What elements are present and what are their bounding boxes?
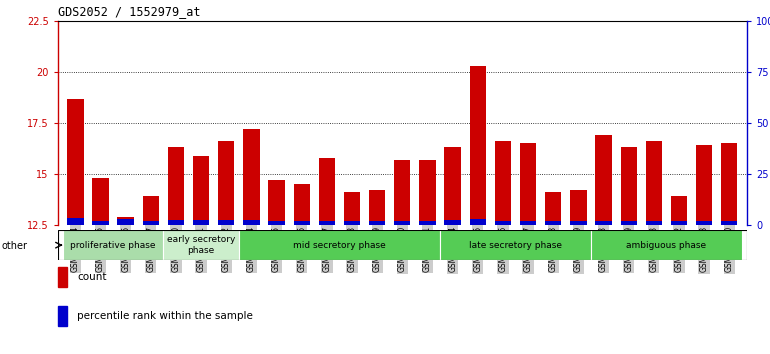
Bar (67, 218, 83, 225)
Text: ambiguous phase: ambiguous phase (626, 241, 707, 250)
Bar (444, 147, 460, 225)
Bar (595, 221, 611, 225)
Bar (142, 221, 159, 225)
Bar (218, 220, 234, 225)
Bar (621, 147, 637, 225)
Bar (495, 141, 511, 225)
Bar (721, 143, 738, 225)
Text: mid secretory phase: mid secretory phase (293, 241, 386, 250)
Bar (671, 196, 687, 225)
Bar (369, 190, 385, 225)
FancyBboxPatch shape (440, 230, 591, 260)
Bar (344, 221, 360, 225)
Bar (142, 196, 159, 225)
Bar (319, 221, 335, 225)
Bar (696, 145, 712, 225)
Bar (168, 147, 184, 225)
FancyBboxPatch shape (163, 230, 239, 260)
Bar (671, 221, 687, 225)
Text: early secretory
phase: early secretory phase (167, 235, 236, 255)
Text: proliferative phase: proliferative phase (70, 241, 156, 250)
Bar (621, 221, 637, 225)
Bar (394, 160, 410, 225)
Bar (470, 219, 486, 225)
Bar (420, 160, 436, 225)
Text: late secretory phase: late secretory phase (469, 241, 562, 250)
Bar (721, 221, 738, 225)
Bar (571, 190, 587, 225)
Bar (168, 220, 184, 225)
Text: GDS2052 / 1552979_at: GDS2052 / 1552979_at (58, 5, 200, 18)
Bar (520, 143, 536, 225)
Bar (545, 192, 561, 225)
FancyBboxPatch shape (63, 230, 163, 260)
Bar (369, 221, 385, 225)
Bar (595, 135, 611, 225)
Text: other: other (2, 241, 28, 251)
Bar (696, 221, 712, 225)
Bar (394, 221, 410, 225)
Bar (571, 221, 587, 225)
Bar (420, 221, 436, 225)
Bar (344, 192, 360, 225)
Bar (92, 178, 109, 225)
Bar (269, 221, 285, 225)
Bar (646, 221, 662, 225)
Bar (520, 221, 536, 225)
Bar (646, 141, 662, 225)
Bar (269, 180, 285, 225)
FancyBboxPatch shape (239, 230, 440, 260)
Bar (319, 158, 335, 225)
Bar (118, 219, 134, 225)
Bar (293, 221, 310, 225)
Bar (470, 66, 486, 225)
Bar (92, 221, 109, 225)
Bar (67, 98, 83, 225)
Bar (218, 141, 234, 225)
FancyBboxPatch shape (591, 230, 742, 260)
Bar (293, 184, 310, 225)
Bar (545, 221, 561, 225)
Bar (243, 220, 259, 225)
Bar (118, 217, 134, 225)
Bar (444, 220, 460, 225)
Text: percentile rank within the sample: percentile rank within the sample (77, 311, 253, 321)
Text: count: count (77, 272, 106, 282)
Bar (495, 221, 511, 225)
Bar (193, 155, 209, 225)
Bar (243, 129, 259, 225)
Bar (193, 220, 209, 225)
